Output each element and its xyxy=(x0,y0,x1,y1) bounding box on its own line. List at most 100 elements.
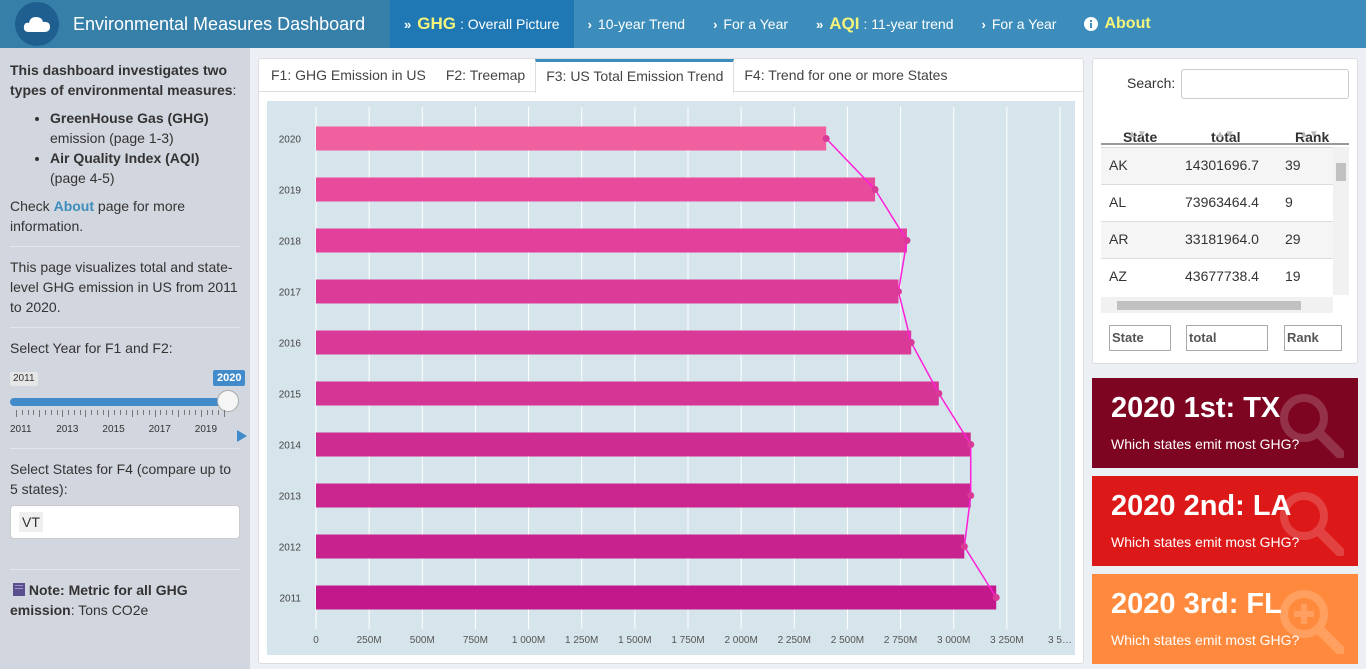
nav-ghg-overall[interactable]: » GHG : Overall Picture xyxy=(390,0,574,48)
states-select[interactable]: VT xyxy=(10,505,240,539)
slider-tick xyxy=(56,410,58,415)
valuebox-subtitle: Which states emit most GHG? xyxy=(1111,534,1300,550)
bar xyxy=(316,126,827,151)
search-row: Search: xyxy=(1093,69,1359,99)
year-slider[interactable]: 2011 2020 2011 2013 2015 2017 2019 xyxy=(10,362,247,442)
tab-f4[interactable]: F4: Trend for one or more States xyxy=(744,67,948,83)
table-row[interactable]: AK 14301696.7 39 xyxy=(1101,147,1333,184)
double-chevron-icon: » xyxy=(404,16,412,32)
search-plus-icon xyxy=(1280,394,1344,458)
table-cell: 9 xyxy=(1285,194,1293,210)
slider-tick xyxy=(39,410,41,417)
play-icon[interactable] xyxy=(237,430,247,442)
valuebox-title: 2020 2nd: LA xyxy=(1111,490,1292,522)
y-tick-label: 2018 xyxy=(279,237,302,248)
logo[interactable]: Environmental Measures Dashboard xyxy=(0,0,390,48)
slider-tick xyxy=(183,410,185,415)
slider-tick xyxy=(21,410,23,415)
measure-list: GreenHouse Gas (GHG)emission (page 1-3) … xyxy=(50,108,240,188)
valuebox-title: 2020 1st: TX xyxy=(1111,392,1281,424)
sidebar: This dashboard investigates two types of… xyxy=(0,48,250,669)
slider-track[interactable] xyxy=(10,398,228,406)
about-link[interactable]: About xyxy=(53,198,95,214)
filter-rank[interactable]: Rank xyxy=(1284,325,1342,351)
slider-tick xyxy=(73,410,75,415)
vertical-scrollbar[interactable] xyxy=(1333,147,1349,295)
nav-ghg-label: GHG xyxy=(417,14,456,33)
chevron-right-icon: › xyxy=(981,16,986,32)
header: Environmental Measures Dashboard » GHG :… xyxy=(0,0,1366,48)
search-input[interactable] xyxy=(1181,69,1349,99)
sort-icon: ▲▼ xyxy=(1127,129,1147,140)
slider-tick xyxy=(154,410,156,417)
scroll-thumb[interactable] xyxy=(1336,163,1346,181)
filter-state[interactable]: State xyxy=(1109,325,1171,351)
trend-line xyxy=(825,137,997,598)
table-header: State ▲▼ total ▲▼ Rank ▲▼ xyxy=(1101,109,1349,145)
nav-for-a-year-label: For a Year xyxy=(723,16,789,32)
note-label: Note xyxy=(28,582,61,598)
bar xyxy=(316,279,899,304)
valuebox-second: 2020 2nd: LA Which states emit most GHG? xyxy=(1092,476,1358,566)
nav-aqi-label: AQI xyxy=(829,14,860,33)
slider-tick xyxy=(206,410,208,415)
divider xyxy=(10,246,240,247)
valuebox-subtitle: Which states emit most GHG? xyxy=(1111,436,1300,452)
nav-about[interactable]: About xyxy=(1070,0,1164,48)
table-cell: 73963464.4 xyxy=(1185,194,1259,210)
col-rank-label: Rank xyxy=(1295,129,1330,145)
trend-point xyxy=(967,492,975,499)
slider-tick xyxy=(79,410,81,415)
tab-f2[interactable]: F2: Treemap xyxy=(445,67,526,83)
tab-f3[interactable]: F3: US Total Emission Trend xyxy=(535,59,735,93)
y-tick-label: 2015 xyxy=(279,390,302,401)
table-row[interactable]: AR 33181964.0 29 xyxy=(1101,221,1333,258)
horizontal-scrollbar[interactable] xyxy=(1101,297,1333,313)
slider-tick xyxy=(131,410,133,417)
nav-10-year-trend[interactable]: › 10-year Trend xyxy=(574,0,700,48)
col-state-label: State xyxy=(1123,129,1158,145)
sort-icon: ▲▼ xyxy=(1299,129,1319,140)
slider-handle[interactable] xyxy=(217,390,239,412)
about-hint: Check About page for more information. xyxy=(10,196,240,236)
slider-tick xyxy=(91,410,93,415)
table-cell: 14301696.7 xyxy=(1185,157,1259,173)
slider-tick xyxy=(137,410,139,415)
trend-point xyxy=(871,186,879,193)
nav-aqi-for-a-year[interactable]: › For a Year xyxy=(968,0,1071,48)
bar xyxy=(316,177,876,202)
slider-tick-label: 2015 xyxy=(102,424,125,435)
intro-text: This dashboard investigates two types of… xyxy=(10,62,233,98)
nav-aqi-trend[interactable]: » AQI : 11-year trend xyxy=(802,0,967,48)
search-icon xyxy=(1280,492,1344,556)
nav-aqi-sub: : 11-year trend xyxy=(863,16,954,32)
filter-total[interactable]: total xyxy=(1186,325,1268,351)
x-tick-label: 2 250M xyxy=(778,635,811,646)
bar xyxy=(316,483,971,508)
table-row[interactable]: AZ 43677738.4 19 xyxy=(1101,258,1333,295)
nav-ghg-for-a-year[interactable]: › For a Year xyxy=(699,0,802,48)
slider-tick xyxy=(114,410,116,415)
state-chip[interactable]: VT xyxy=(19,512,43,532)
slider-tick xyxy=(68,410,69,415)
column-filters: State total Rank xyxy=(1109,325,1349,351)
x-tick-label: 3 000M xyxy=(937,635,970,646)
slider-tick xyxy=(27,410,29,415)
table-row[interactable]: AL 73963464.4 9 xyxy=(1101,184,1333,221)
tab-f1[interactable]: F1: GHG Emission in US xyxy=(271,67,426,83)
scroll-thumb[interactable] xyxy=(1117,301,1301,310)
slider-tick xyxy=(96,410,98,415)
bar xyxy=(316,381,939,406)
trend-point xyxy=(992,594,1000,601)
table-cell: 33181964.0 xyxy=(1185,231,1259,247)
x-tick-label: 3 5… xyxy=(1048,635,1072,646)
slider-tick xyxy=(172,410,173,415)
divider xyxy=(10,327,240,328)
table-body: AK 14301696.7 39 AL 73963464.4 9 AR 33181964.0 2… xyxy=(1101,147,1333,295)
y-tick-label: 2013 xyxy=(279,492,302,503)
slider-tick xyxy=(195,410,197,415)
slider-tick xyxy=(212,410,214,415)
x-tick-label: 250M xyxy=(357,635,382,646)
x-tick-label: 1 750M xyxy=(671,635,704,646)
slider-tick xyxy=(125,410,127,415)
